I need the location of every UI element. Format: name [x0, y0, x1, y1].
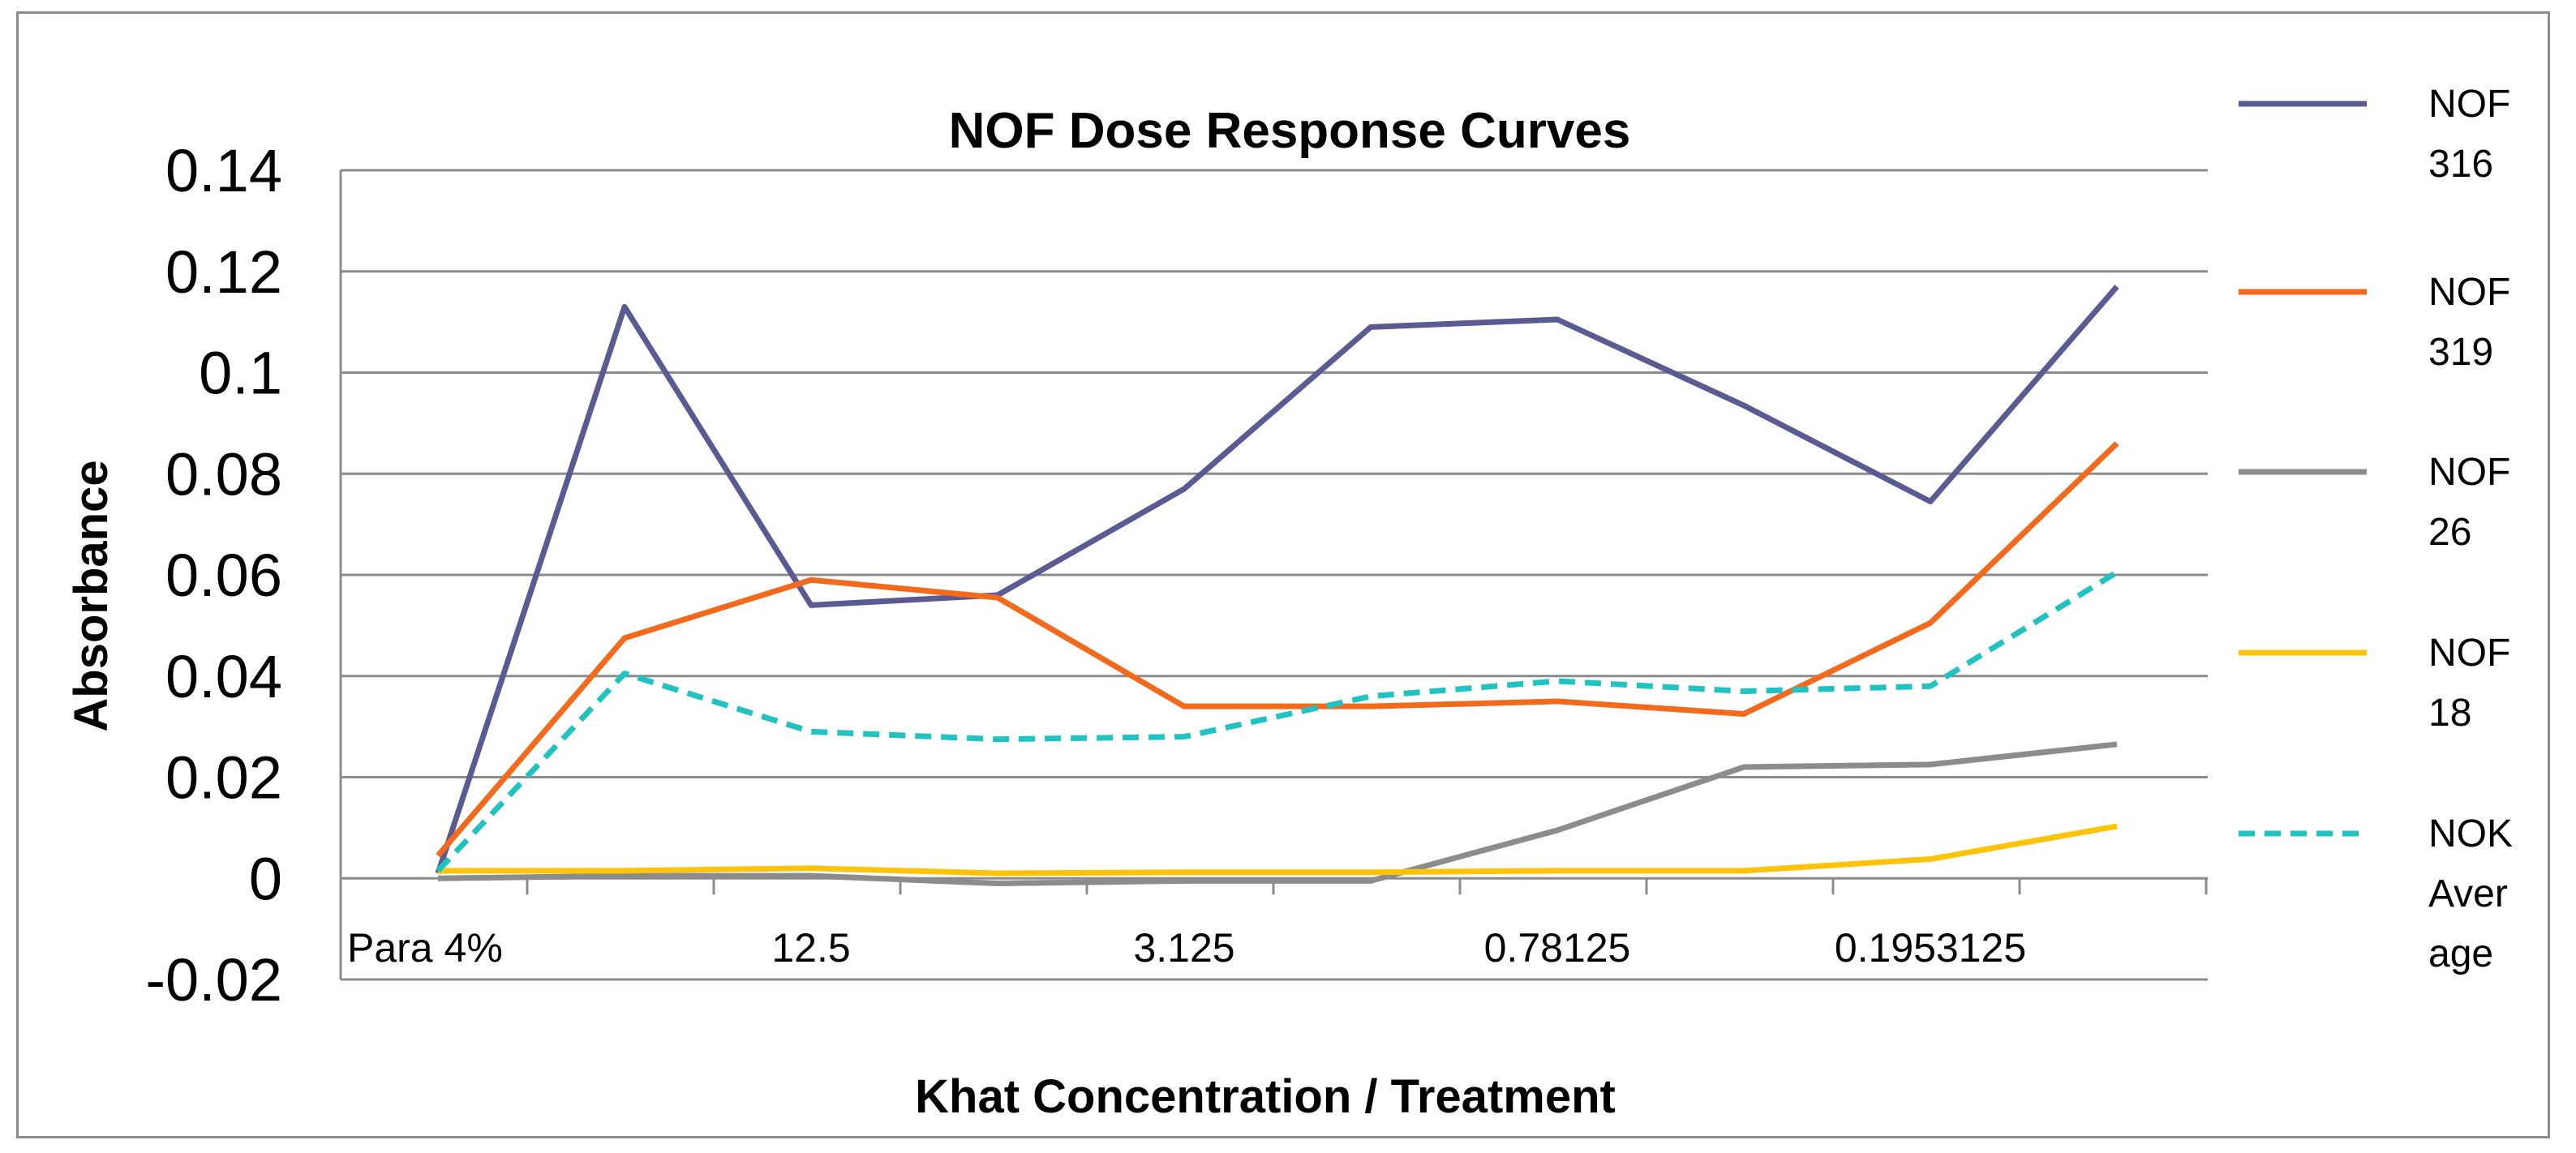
x-tick-label: 0.78125 [1484, 925, 1631, 971]
legend-label: Aver [2428, 872, 2508, 915]
y-tick-label: 0.08 [165, 440, 282, 508]
y-tick-label: 0 [249, 845, 282, 912]
legend-label: NOK [2428, 812, 2513, 855]
legend-label: NOF [2428, 83, 2510, 126]
legend-label: 18 [2428, 692, 2471, 735]
x-tick-label: 12.5 [771, 925, 850, 971]
x-axis-title: Khat Concentration / Treatment [915, 1070, 1616, 1123]
legend-label: 26 [2428, 511, 2471, 554]
y-tick-label: 0.06 [165, 542, 282, 609]
legend-label: NOF [2428, 632, 2510, 675]
series-line-nof-26 [437, 741, 2118, 886]
y-axis-ticks: -0.02 0 0.02 0.04 0.06 0.08 0.1 0.12 0.14 [145, 137, 282, 1014]
series-line-nof-316 [435, 285, 2119, 875]
legend-label: 319 [2428, 331, 2493, 374]
y-tick-label: -0.02 [145, 946, 282, 1014]
y-tick-label: 0.04 [165, 643, 282, 710]
legend-label: NOF [2428, 271, 2510, 314]
series-lines [435, 285, 2119, 886]
y-tick-label: 0.02 [165, 744, 282, 812]
y-tick-label: 0.14 [165, 137, 282, 204]
y-axis-title: Absorbance [65, 460, 118, 731]
x-tick-label: Para 4% [347, 925, 503, 971]
x-tick-label: 3.125 [1133, 925, 1234, 971]
y-tick-label: 0.1 [199, 340, 282, 407]
x-axis-ticks: Para 4% 12.5 3.125 0.78125 0.1953125 [347, 925, 2026, 971]
y-tick-label: 0.12 [165, 238, 282, 306]
series-line-nof-18 [438, 823, 2118, 877]
x-tick-label: 0.1953125 [1835, 925, 2026, 971]
legend: NOF 316 NOF 319 NOF 26 NOF 18 NOK Aver age [2239, 83, 2513, 975]
series-line-nof-319 [436, 441, 2119, 858]
legend-label: 316 [2428, 143, 2493, 186]
legend-label: age [2428, 932, 2493, 975]
legend-label: NOF [2428, 451, 2510, 494]
chart-title: NOF Dose Response Curves [949, 103, 1631, 159]
series-line-nok-average [436, 569, 2119, 873]
